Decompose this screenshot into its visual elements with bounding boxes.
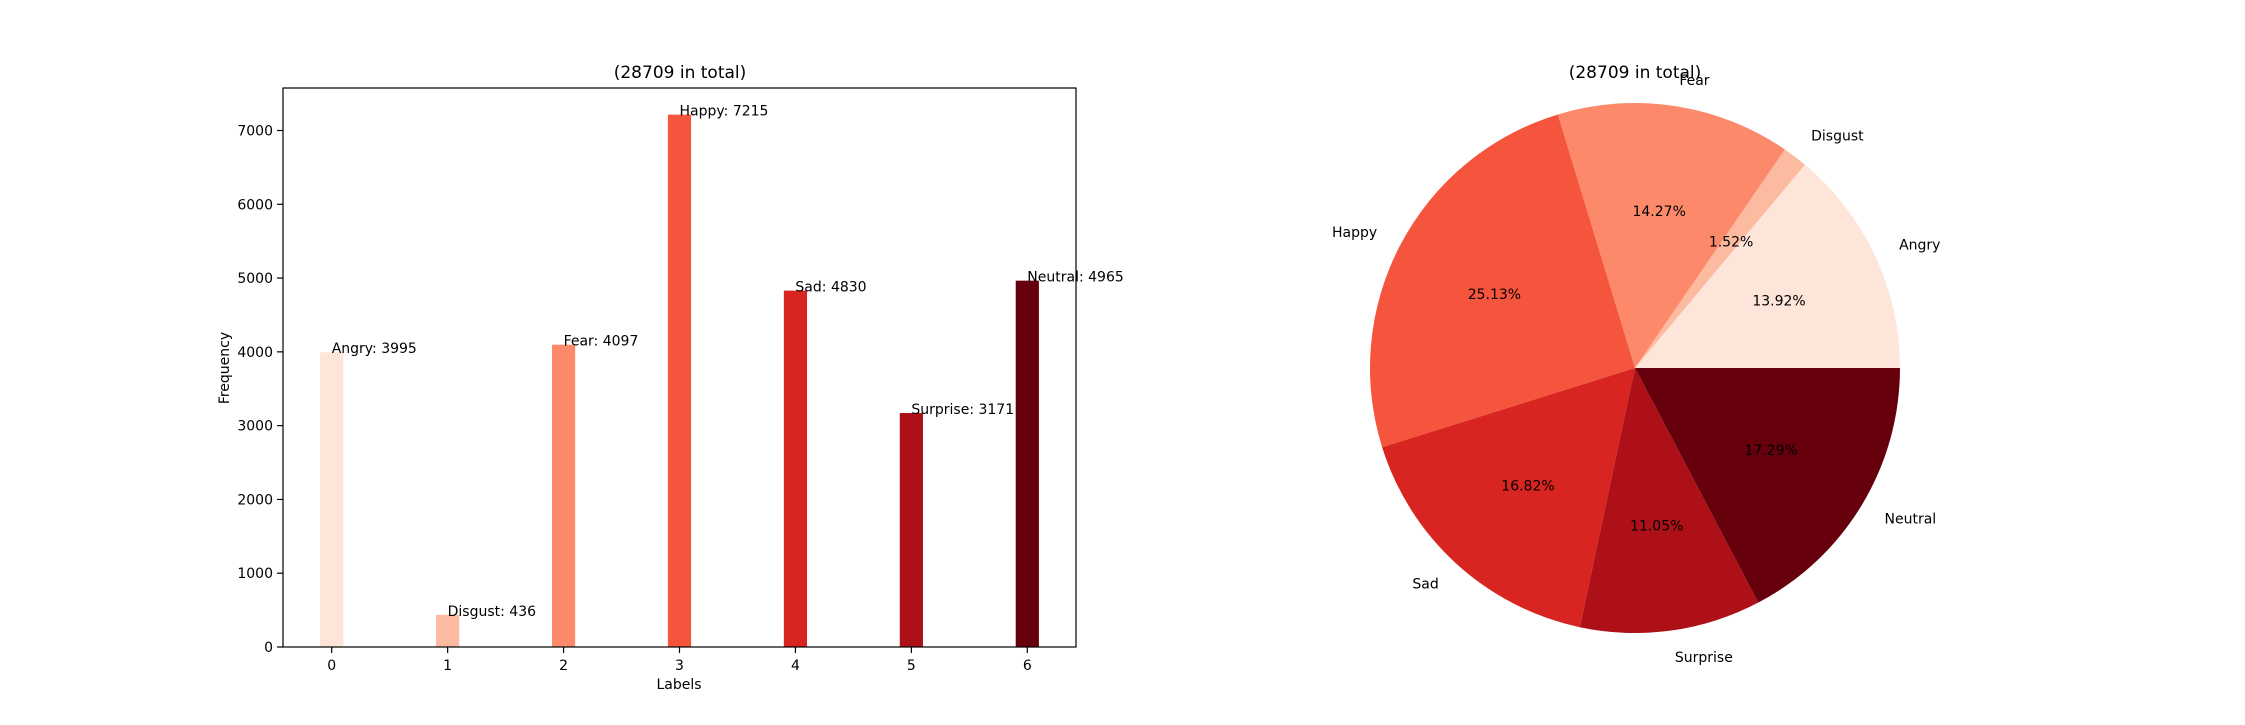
bar [783,290,808,647]
pie-category-label: Fear [1679,73,1709,89]
x-tick-label: 1 [443,658,452,674]
bar-chart-title: (28709 in total) [614,63,747,83]
pie-category-label: Surprise [1675,650,1733,666]
y-tick-label: 4000 [237,345,273,361]
x-tick-label: 0 [327,658,336,674]
pie-chart-title: (28709 in total) [1569,63,1702,83]
x-tick-label: 2 [559,658,568,674]
pie-slice [1635,368,1900,603]
bar-data-label: Fear: 4097 [564,334,639,350]
pie-slice [1370,114,1635,448]
bar-x-axis-label: Labels [656,677,701,693]
bar-chart: (28709 in total) 01000200030004000500060… [217,63,1124,693]
pie-percent-label: 25.13% [1468,287,1521,303]
x-tick-label: 6 [1023,658,1032,674]
y-tick-label: 0 [264,640,273,656]
x-tick-label: 3 [675,658,684,674]
y-tick-label: 6000 [237,197,273,213]
bar-x-axis: 0 1 2 3 4 5 6 [327,647,1032,674]
pie-slice [1635,149,1805,368]
bar-plot-frame [282,87,1077,648]
pie-slice [1382,368,1635,628]
pie-percent-label: 1.52% [1709,234,1753,250]
pie-percent-labels: 13.92% 1.52% 14.27% 25.13% 16.82% 11.05% 17.29… [1468,204,1806,535]
pie-slice [1557,103,1785,369]
bar [899,413,923,647]
pie-percent-label: 13.92% [1752,294,1805,310]
pie-category-labels: Angry Disgust Fear Happy Sad Surprise Neutral [1332,73,1940,666]
bar [1015,280,1039,647]
y-tick-label: 2000 [237,492,273,508]
bar-data-labels: Angry: 3995 Disgust: 436 Fear: 4097 Happy: … [332,104,1124,620]
x-tick-label: 5 [907,658,916,674]
bar-data-label: Disgust: 436 [448,604,536,620]
pie-category-label: Neutral [1885,512,1937,528]
pie-percent-label: 17.29% [1744,443,1797,459]
bar [320,352,344,647]
y-tick-label: 5000 [237,271,273,287]
pie-category-label: Happy [1332,225,1377,241]
pie-slice [1579,368,1759,633]
y-tick-label: 7000 [237,124,273,140]
y-tick-label: 3000 [237,419,273,435]
x-tick-label: 4 [791,658,800,674]
pie-percent-label: 14.27% [1632,204,1685,220]
pie-category-label: Angry [1899,238,1940,254]
pie-slices [1370,103,1900,633]
pie-slice [1635,164,1900,368]
pie-category-label: Disgust [1811,129,1864,145]
bar-data-label: Happy: 7215 [680,104,769,120]
bar [667,114,692,648]
pie-category-label: Sad [1412,577,1438,593]
pie-chart: (28709 in total) 13.92% 1.52% 14.27% 25.13%… [1332,63,1940,666]
bar-data-label: Sad: 4830 [795,280,866,296]
y-tick-label: 1000 [237,566,273,582]
bar-series [320,114,1039,648]
bar-data-label: Angry: 3995 [332,341,417,357]
pie-percent-label: 11.05% [1630,519,1683,535]
bar-y-axis: 0 1000 2000 3000 4000 5000 6000 7000 [237,124,283,656]
bar-y-axis-label: Frequency [217,332,233,404]
bar-data-label: Surprise: 3171 [911,402,1014,418]
bar [436,614,460,647]
pie-percent-label: 16.82% [1501,479,1554,495]
bar [551,344,576,647]
